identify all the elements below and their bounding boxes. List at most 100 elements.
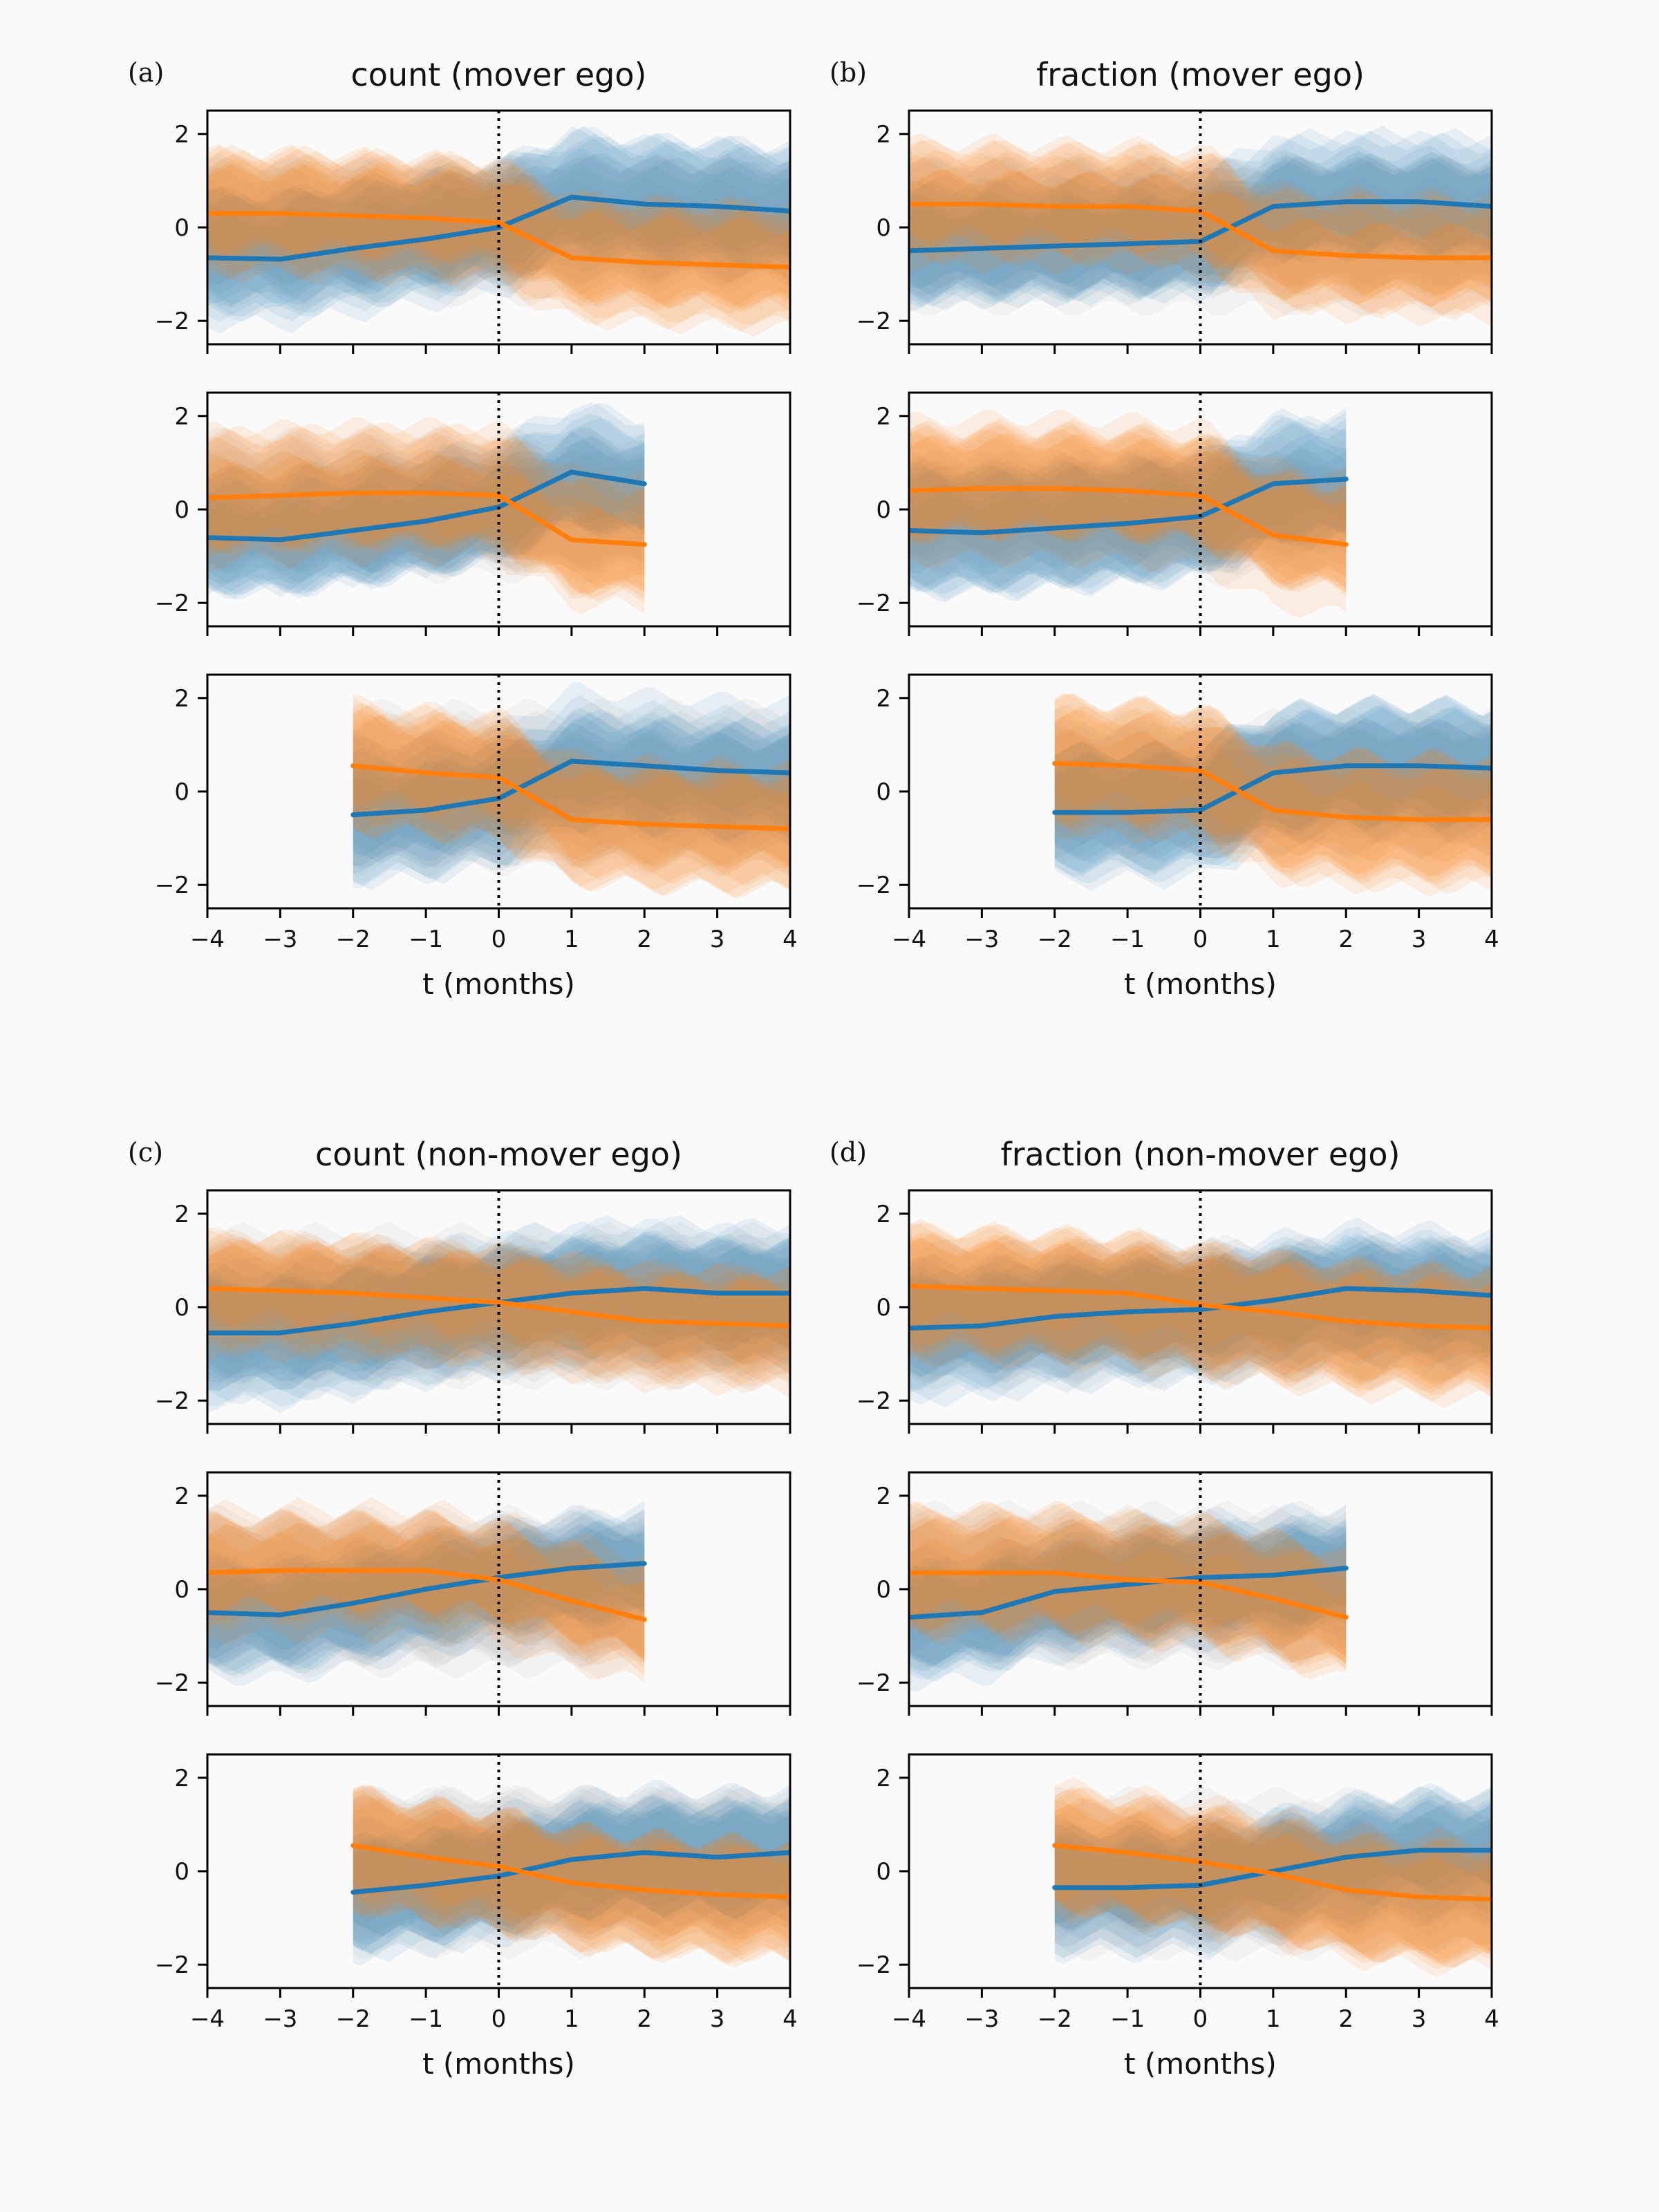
x-tick-label: 3 — [1412, 926, 1427, 953]
data-point — [715, 1321, 720, 1327]
ensemble-band-orange — [909, 422, 1347, 593]
data-point — [569, 1291, 574, 1296]
data-point — [1343, 814, 1349, 820]
ensemble-band-orange — [1054, 1797, 1492, 1968]
data-point — [1125, 1291, 1130, 1296]
data-point — [1125, 521, 1130, 526]
x-tick-label: 3 — [710, 926, 725, 953]
ensemble-band-grey — [1054, 1799, 1492, 1962]
ensemble-band-blue — [909, 1515, 1347, 1667]
data-point — [1416, 1288, 1422, 1293]
data-point — [496, 1864, 501, 1869]
x-tick-label: 4 — [1484, 926, 1499, 953]
data-point — [641, 1850, 647, 1855]
ensemble-band-orange — [909, 1537, 1347, 1667]
x-tick-label: 0 — [491, 2005, 507, 2033]
ensemble-band-blue — [207, 430, 645, 598]
data-point — [715, 262, 720, 268]
data-point — [1271, 1309, 1276, 1315]
data-point — [1198, 1575, 1203, 1580]
x-axis-label: t (months) — [422, 2047, 575, 2081]
x-tick-label: 2 — [637, 2005, 652, 2033]
ensemble-band-blue — [1054, 704, 1492, 864]
subplot: −2 0 2 — [856, 1471, 1493, 1716]
data-point — [569, 1598, 574, 1604]
data-point — [1343, 542, 1349, 547]
data-point — [1271, 1871, 1276, 1876]
x-tick-label: −3 — [263, 926, 297, 953]
data-point — [423, 807, 429, 813]
ensemble-band-orange — [207, 1239, 790, 1378]
data-point — [641, 763, 647, 769]
plot-area — [350, 1779, 790, 1968]
data-point — [1052, 1843, 1058, 1848]
data-point — [1343, 1855, 1349, 1860]
data-point — [569, 255, 574, 261]
y-tick-label: −2 — [856, 1387, 891, 1415]
data-point — [641, 1561, 647, 1566]
x-tick-label: 1 — [1266, 926, 1281, 953]
ensemble-band-orange — [207, 1521, 645, 1669]
ensemble-band-blue — [207, 1232, 790, 1407]
ensemble-band-orange — [1054, 1801, 1492, 1953]
x-tick-label: −1 — [1110, 2005, 1145, 2033]
x-tick-label: 2 — [637, 926, 652, 953]
data-point — [423, 1586, 429, 1592]
data-point — [979, 1570, 984, 1575]
data-point — [1343, 253, 1349, 259]
y-tick-label: 2 — [876, 121, 891, 149]
x-axis-label: t (months) — [1124, 967, 1277, 1001]
ensemble-band-orange — [1054, 693, 1492, 877]
data-point — [1052, 1588, 1058, 1594]
ensemble-band-blue — [1054, 693, 1492, 862]
x-tick-label: −4 — [190, 926, 225, 953]
ensemble-band-orange — [353, 695, 790, 877]
data-point — [1052, 204, 1058, 209]
ensemble-band-grey — [207, 153, 790, 308]
data-point — [1271, 1596, 1276, 1602]
data-point — [1271, 1573, 1276, 1578]
ensemble-band-blue — [909, 1503, 1347, 1680]
data-point — [1052, 809, 1058, 815]
ensemble-band-blue — [909, 1530, 1347, 1682]
ensemble-band-grey — [207, 428, 645, 584]
x-tick-label: −2 — [1038, 926, 1072, 953]
ensemble-band-orange — [207, 1530, 645, 1676]
ensemble-band-orange — [353, 1786, 790, 1968]
ensemble-band-orange — [207, 455, 645, 594]
y-tick-label: 2 — [174, 1201, 189, 1228]
data-point — [715, 1291, 720, 1296]
ensemble-band-blue — [909, 1231, 1492, 1407]
data-point — [979, 201, 984, 207]
ensemble-band-grey — [207, 1523, 645, 1662]
subplot: −2 0 2 −4 −3 −2 −1 0 1 2 3 4 t (months) — [155, 673, 798, 1001]
x-tick-label: −3 — [263, 2005, 297, 2033]
ensemble-band-orange — [1054, 709, 1492, 863]
ensemble-band-blue — [353, 722, 790, 874]
ensemble-band-blue — [207, 1524, 645, 1667]
subplot: −2 0 2 — [155, 391, 791, 636]
y-tick-label: −2 — [155, 308, 189, 335]
x-tick-label: −2 — [1038, 2005, 1072, 2033]
y-tick-label: 0 — [876, 1858, 891, 1886]
x-tick-label: −4 — [892, 926, 926, 953]
data-point — [1271, 807, 1276, 813]
data-point — [350, 213, 356, 218]
y-tick-label: −2 — [155, 590, 189, 617]
ensemble-band-blue — [909, 433, 1347, 594]
data-point — [350, 245, 356, 251]
data-point — [1052, 1314, 1058, 1320]
ensemble-band-blue — [207, 1232, 790, 1414]
data-point — [423, 236, 429, 242]
ensemble-band-blue — [353, 713, 790, 889]
y-tick-label: 0 — [876, 214, 891, 242]
x-tick-label: −1 — [409, 2005, 443, 2033]
chart-title: count (non-mover ego) — [315, 1136, 682, 1173]
x-tick-label: 0 — [1193, 926, 1208, 953]
ensemble-band-orange — [1054, 1802, 1492, 1970]
ensemble-band-grey — [353, 727, 790, 869]
ensemble-band-grey — [207, 442, 645, 571]
data-point — [350, 1889, 356, 1895]
data-point — [569, 817, 574, 823]
y-tick-label: 0 — [174, 1858, 189, 1886]
